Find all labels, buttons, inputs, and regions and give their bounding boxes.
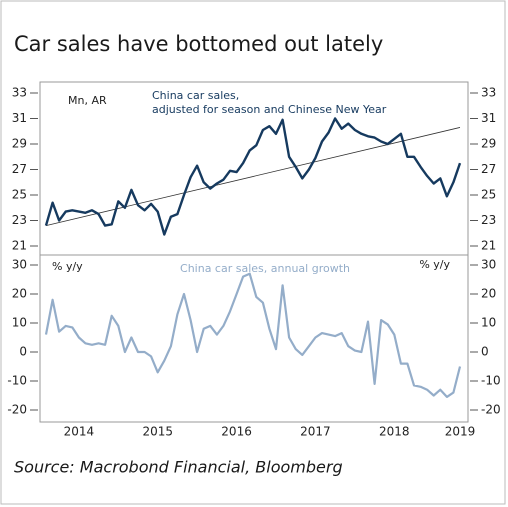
y2-tick-label: 29 [481,137,496,151]
y-tick-label: 33 [12,86,27,100]
y2-tick-label: 21 [481,239,496,253]
y2-tick-label: 0 [481,345,489,359]
y-tick-label: 31 [12,111,27,125]
x-tick-label: 2015 [142,425,173,439]
annotation: China car sales, [152,89,239,102]
unit-label: % y/y [52,260,83,273]
x-tick-label: 2018 [379,425,410,439]
source: Source: Macrobond Financial, Bloomberg [14,458,343,477]
x-tick-label: 2014 [64,425,95,439]
annotation: adjusted for season and Chinese New Year [152,103,387,116]
y-tick-label: 10 [12,316,27,330]
y2-tick-label: -10 [481,374,501,388]
y-tick-label: 0 [19,345,27,359]
y-tick-label: 21 [12,239,27,253]
y-tick-label: -10 [7,374,27,388]
chart-title: Car sales have bottomed out lately [14,32,383,56]
y2-tick-label: 27 [481,162,496,176]
y2-tick-label: 33 [481,86,496,100]
annotation: China car sales, annual growth [180,262,350,275]
y-tick-label: 30 [12,258,27,272]
y-tick-label: 25 [12,188,27,202]
y-tick-label: 23 [12,213,27,227]
y-tick-label: 20 [12,287,27,301]
x-tick-label: 2016 [221,425,252,439]
y2-tick-label: -20 [481,403,501,417]
series-line [44,117,462,236]
y2-tick-label: 20 [481,287,496,301]
x-tick-label: 2017 [300,425,331,439]
y-tick-label: -20 [7,403,27,417]
series-line [44,272,462,398]
y2-tick-label: 30 [481,258,496,272]
x-tick-label: 2019 [445,425,476,439]
y2-tick-label: 25 [481,188,496,202]
y-tick-label: 27 [12,162,27,176]
plot-frame [39,81,469,423]
y2-tick-label: 23 [481,213,496,227]
y2-tick-label: 10 [481,316,496,330]
y-tick-label: 29 [12,137,27,151]
trend-line [45,127,461,226]
unit-label: % y/y [419,258,450,271]
y2-tick-label: 31 [481,111,496,125]
unit-label: Mn, AR [68,94,107,107]
